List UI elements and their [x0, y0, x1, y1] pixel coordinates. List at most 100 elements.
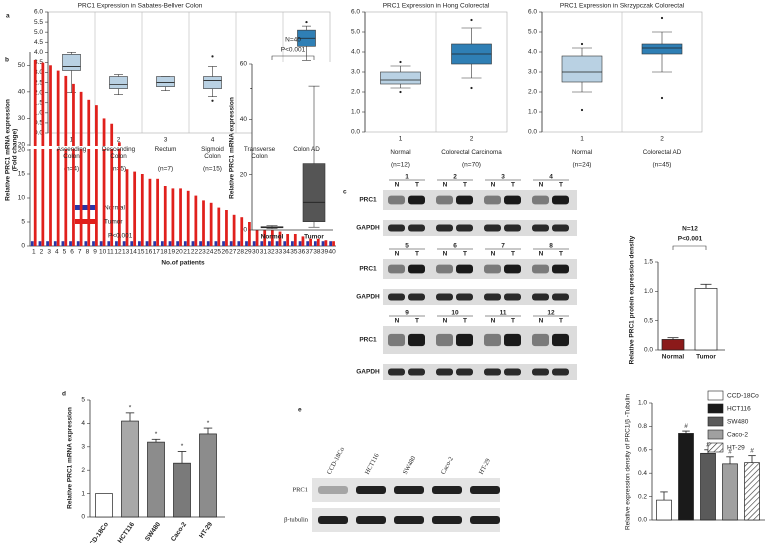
- legend-swatch: [707, 390, 724, 401]
- blot-band: [484, 368, 501, 376]
- x-tick-label: 27: [229, 249, 237, 256]
- bar: [186, 190, 190, 246]
- y-tick-label: 6.0: [34, 9, 43, 16]
- y-axis-label: Relative expression density of PRC1/β -T…: [625, 394, 632, 530]
- bar: [252, 241, 256, 246]
- y-tick-label: 60: [240, 61, 248, 68]
- x-tick-label: 9: [93, 249, 97, 256]
- category-label: Normal: [390, 149, 411, 156]
- x-tick-label: 4: [55, 249, 59, 256]
- legend-label: HCT116: [727, 406, 751, 413]
- panel-letter: c: [343, 189, 347, 196]
- category-label: Rectum: [154, 146, 177, 153]
- bar: [92, 241, 95, 246]
- panel-letter: e: [298, 407, 302, 414]
- bar: [199, 241, 202, 246]
- panel-letter: a: [6, 13, 10, 20]
- bar: [64, 75, 68, 247]
- box: [62, 54, 81, 71]
- blot-band: [552, 224, 569, 232]
- y-tick-label: 6.0: [528, 9, 537, 16]
- box: [380, 71, 421, 85]
- blot-band: [388, 293, 405, 301]
- x-tick-label: 21: [183, 249, 191, 256]
- lane-label: N: [491, 318, 496, 325]
- y-tick-label: 0: [243, 227, 247, 234]
- y-tick-label: 5.0: [528, 29, 537, 36]
- bar: [291, 241, 294, 246]
- category-number: 2: [660, 136, 664, 143]
- bar: [133, 171, 137, 246]
- category-label: Sigmoid Colon: [201, 146, 224, 160]
- lane-label: N: [395, 251, 400, 258]
- bar: [656, 499, 672, 521]
- bar: [87, 99, 91, 246]
- bar: [56, 70, 60, 246]
- x-tick-label: 6: [70, 249, 74, 256]
- bar: [191, 241, 195, 246]
- y-tick-label: 3.0: [351, 69, 360, 76]
- bar: [69, 241, 72, 246]
- legend-label: Normal: [104, 205, 126, 212]
- y-tick-label: 5: [81, 397, 85, 404]
- bar: [38, 241, 42, 246]
- bar: [99, 241, 103, 246]
- blot-band: [388, 368, 405, 376]
- bar: [225, 210, 228, 246]
- bar: [332, 241, 335, 246]
- blot-band: [408, 333, 425, 347]
- category-number: 2: [117, 137, 121, 144]
- x-tick-label: 28: [237, 249, 245, 256]
- y-tick-label: 2.0: [528, 89, 537, 96]
- lane-label: N: [395, 182, 400, 189]
- y-tick-label: 5.0: [351, 29, 360, 36]
- x-tick-label: 14: [130, 249, 138, 256]
- bar: [122, 241, 126, 246]
- bar: [46, 241, 49, 246]
- x-tick-label: 30: [252, 249, 260, 256]
- y-tick-label: 0.0: [528, 129, 537, 136]
- y-tick-label: 3.5: [34, 59, 43, 66]
- legend-swatch: [75, 205, 97, 210]
- blot-band: [408, 293, 425, 301]
- bar: [140, 174, 144, 246]
- x-tick-label: 36: [298, 249, 306, 256]
- legend-swatch: [75, 219, 97, 224]
- bar: [41, 62, 45, 246]
- bar: [117, 142, 121, 246]
- blot-row-label: GAPDH: [356, 225, 380, 232]
- significance-bracket: [672, 245, 707, 250]
- annotation: N=12: [682, 226, 698, 233]
- y-tick-label: 30: [18, 115, 26, 122]
- blot-band: [552, 293, 569, 301]
- blot-band: [436, 293, 453, 301]
- lane-number: 6: [453, 243, 457, 250]
- y-tick-label: 2.0: [351, 89, 360, 96]
- lane-label: N: [443, 182, 448, 189]
- bar: [248, 222, 251, 246]
- blot-band: [456, 195, 473, 205]
- blot-band: [408, 224, 425, 232]
- blot-row-label: GAPDH: [356, 294, 380, 301]
- x-tick-label: 17: [153, 249, 161, 256]
- lane-number: 5: [405, 243, 409, 250]
- outlier: [660, 16, 664, 20]
- y-axis-label: Relative PRC1 protein expression density: [629, 235, 636, 364]
- blot-band: [532, 293, 549, 301]
- blot-band: [484, 293, 501, 301]
- sample-size: (n=70): [462, 162, 481, 169]
- blot-band: [456, 293, 473, 301]
- y-tick-label: 2.5: [34, 79, 43, 86]
- x-tick-label: 25: [214, 249, 222, 256]
- bar: [199, 433, 217, 518]
- y-tick-label: 20: [18, 147, 26, 154]
- bar: [121, 420, 139, 518]
- lane-number: 9: [405, 310, 409, 317]
- blot-band: [456, 368, 473, 376]
- x-tick-label: 8: [86, 249, 90, 256]
- blot-band: [484, 224, 501, 232]
- sample-size: (n=24): [573, 162, 592, 169]
- x-tick-label: 33: [275, 249, 283, 256]
- x-tick-label: 7: [78, 249, 82, 256]
- lane-number: 12: [547, 310, 555, 317]
